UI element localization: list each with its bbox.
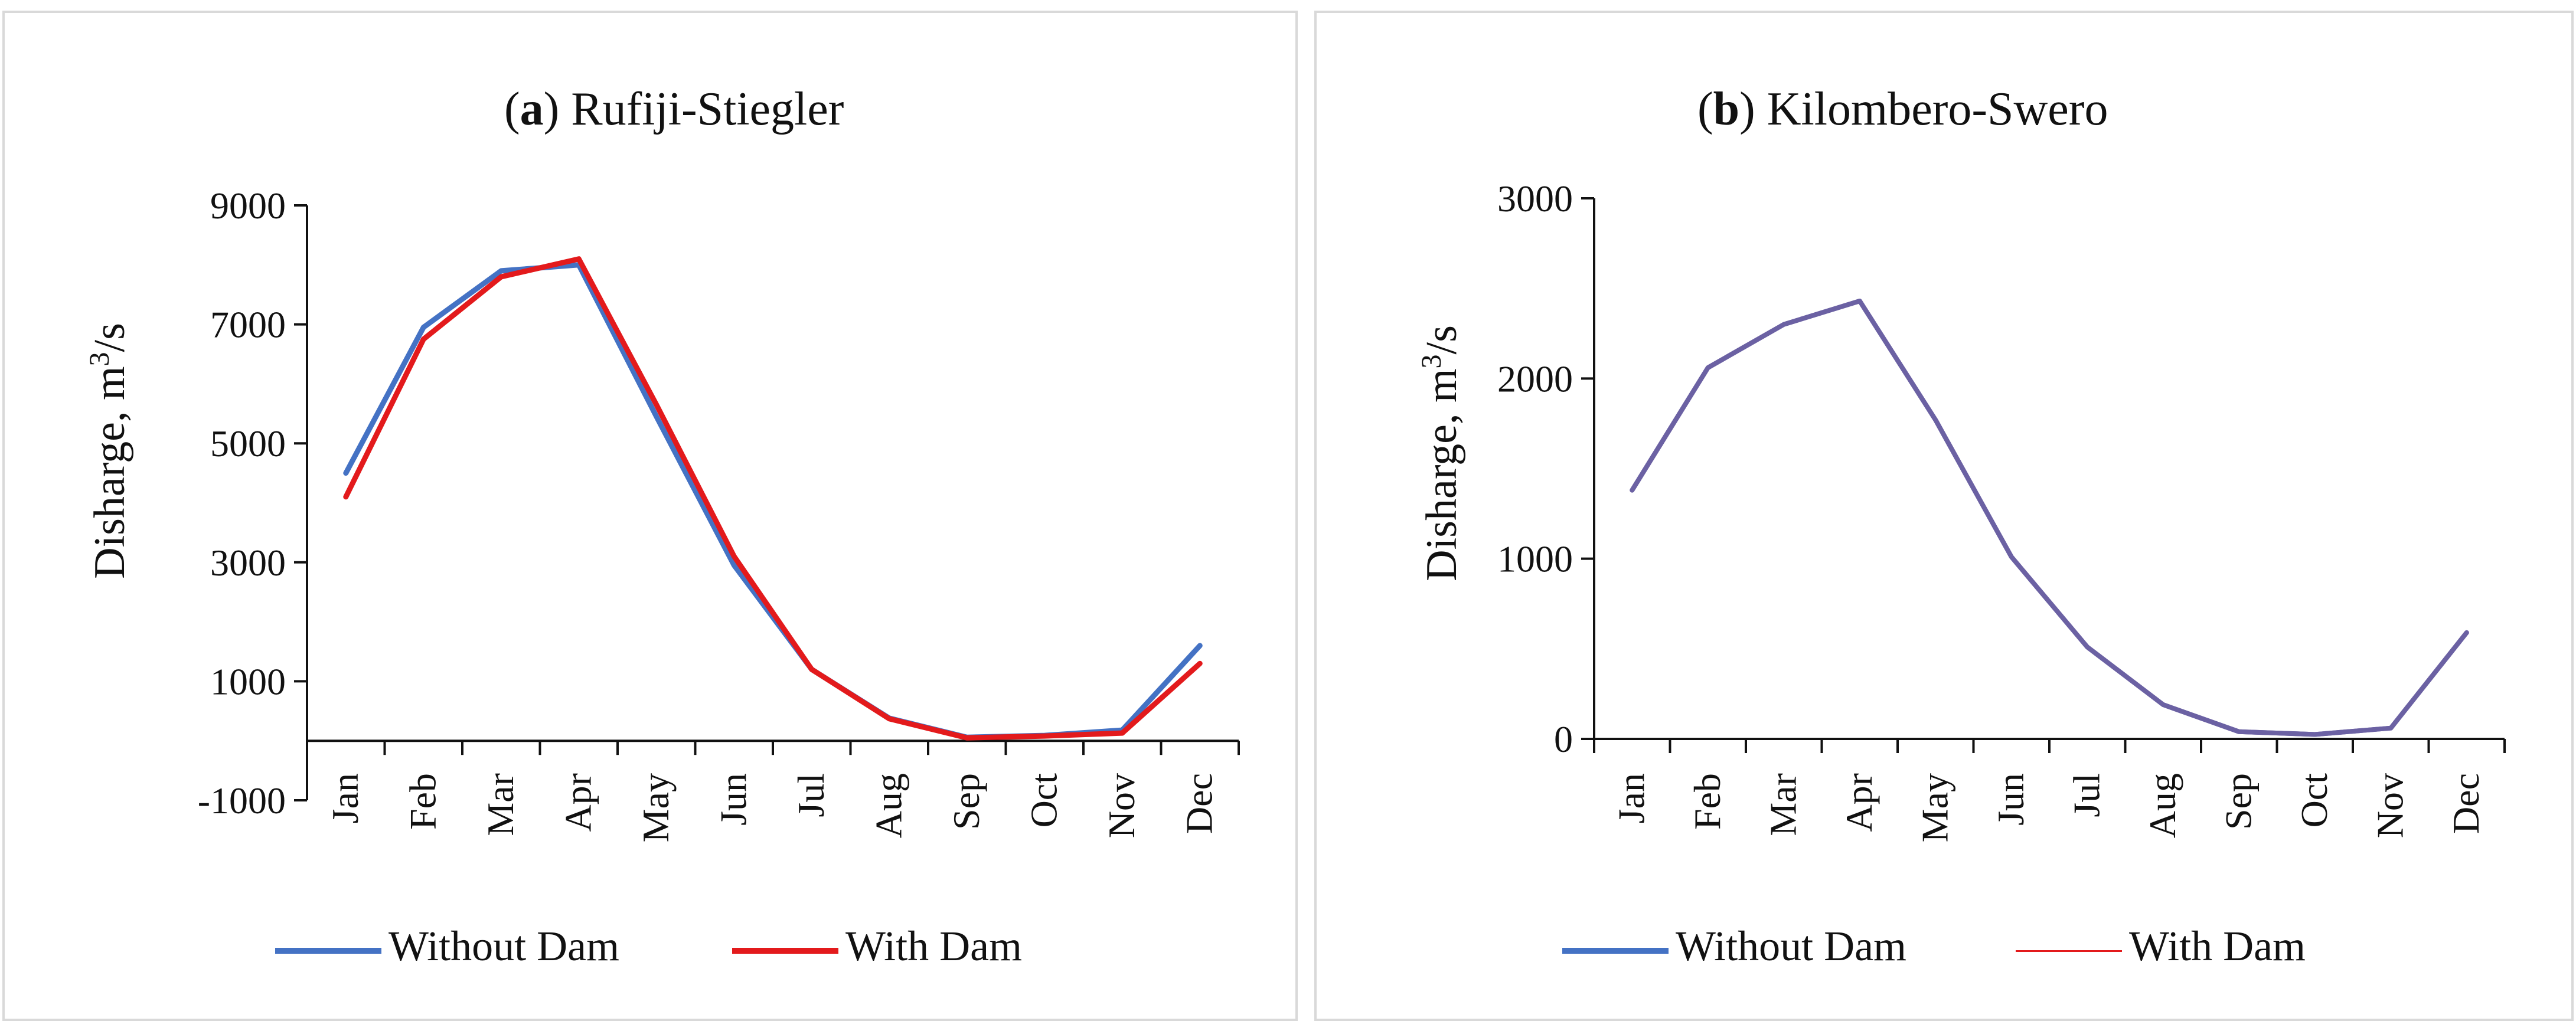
x-tick-label: Jun	[1990, 773, 2032, 826]
x-tick-label: Oct	[2293, 773, 2335, 828]
legend-swatch-without-dam	[1562, 948, 1669, 954]
legend-label-without-dam: Without Dam	[388, 922, 620, 970]
x-tick-label: Nov	[2369, 773, 2411, 838]
series-line-with-dam	[343, 256, 1203, 741]
x-tick-label: Sep	[945, 773, 987, 830]
y-tick-label: 1000	[210, 660, 286, 702]
x-tick-label: Feb	[401, 773, 443, 830]
x-tick-label: Jul	[2065, 773, 2107, 817]
y-tick-label: 3000	[1497, 178, 1573, 220]
legend-label-with-dam: With Dam	[2129, 922, 2306, 970]
chart-title: (a) Rufiji-Stiegler	[504, 83, 844, 135]
x-tick-label: May	[1914, 773, 1955, 842]
x-tick-label: Jan	[324, 773, 366, 823]
y-tick-label: 0	[1554, 718, 1573, 760]
x-tick-label: Aug	[2141, 773, 2183, 838]
legend-swatch-without-dam	[275, 948, 381, 954]
legend-swatch-with-dam	[2016, 950, 2122, 952]
y-tick-label: 2000	[1497, 358, 1573, 400]
x-tick-label: Apr	[1838, 773, 1880, 832]
y-tick-label: 1000	[1497, 538, 1573, 580]
x-tick-label: May	[635, 773, 677, 842]
series-line-with-dam	[1630, 299, 2469, 737]
x-tick-label: Jul	[790, 773, 832, 817]
y-tick-label: 5000	[210, 423, 286, 464]
x-tick-label: Nov	[1101, 773, 1142, 838]
x-tick-label: Aug	[867, 773, 909, 838]
chart-title: (b) Kilombero-Swero	[1697, 83, 2108, 135]
chart-panel-a: (a) Rufiji-Stiegler Disharge, m3/s -1000…	[2, 11, 1298, 1021]
y-tick-label: 7000	[210, 304, 286, 346]
x-tick-label: Dec	[1178, 773, 1220, 834]
chart-title-text: Kilombero-Swero	[1767, 83, 2108, 135]
x-tick-label: Sep	[2217, 773, 2259, 830]
x-tick-label: Jun	[712, 773, 754, 826]
series-line-without-dam	[1630, 299, 2469, 737]
series-line-without-dam	[343, 262, 1203, 740]
y-tick-label: -1000	[198, 780, 286, 822]
x-tick-label: Jan	[1610, 773, 1652, 823]
x-tick-label: Mar	[479, 773, 521, 836]
chart-panel-b: (b) Kilombero-Swero Disharge, m3/s 0 1000…	[1314, 11, 2574, 1021]
x-tick-label: Oct	[1023, 773, 1065, 828]
legend-swatch-with-dam	[732, 948, 838, 954]
chart-title-text: Rufiji-Stiegler	[571, 83, 844, 135]
y-tick-label: 9000	[210, 185, 286, 227]
legend-label-without-dam: Without Dam	[1676, 922, 1907, 970]
x-tick-label: Dec	[2445, 773, 2487, 834]
chart-plot-b: 0 1000 2000 3000 Jan Feb Mar Apr May Jun Jul Aug Sep…	[1497, 178, 2506, 842]
chart-plot-a: -1000 1000 3000 5000 7000 9000 Jan Feb Mar Apr May…	[198, 185, 1240, 842]
y-tick-label: 3000	[210, 542, 286, 584]
panel-tag: a	[520, 83, 544, 135]
panel-tag: b	[1713, 83, 1740, 135]
x-tick-label: Mar	[1762, 773, 1804, 836]
x-tick-label: Apr	[557, 773, 599, 832]
x-tick-label: Feb	[1686, 773, 1728, 830]
legend-label-with-dam: With Dam	[845, 922, 1023, 970]
